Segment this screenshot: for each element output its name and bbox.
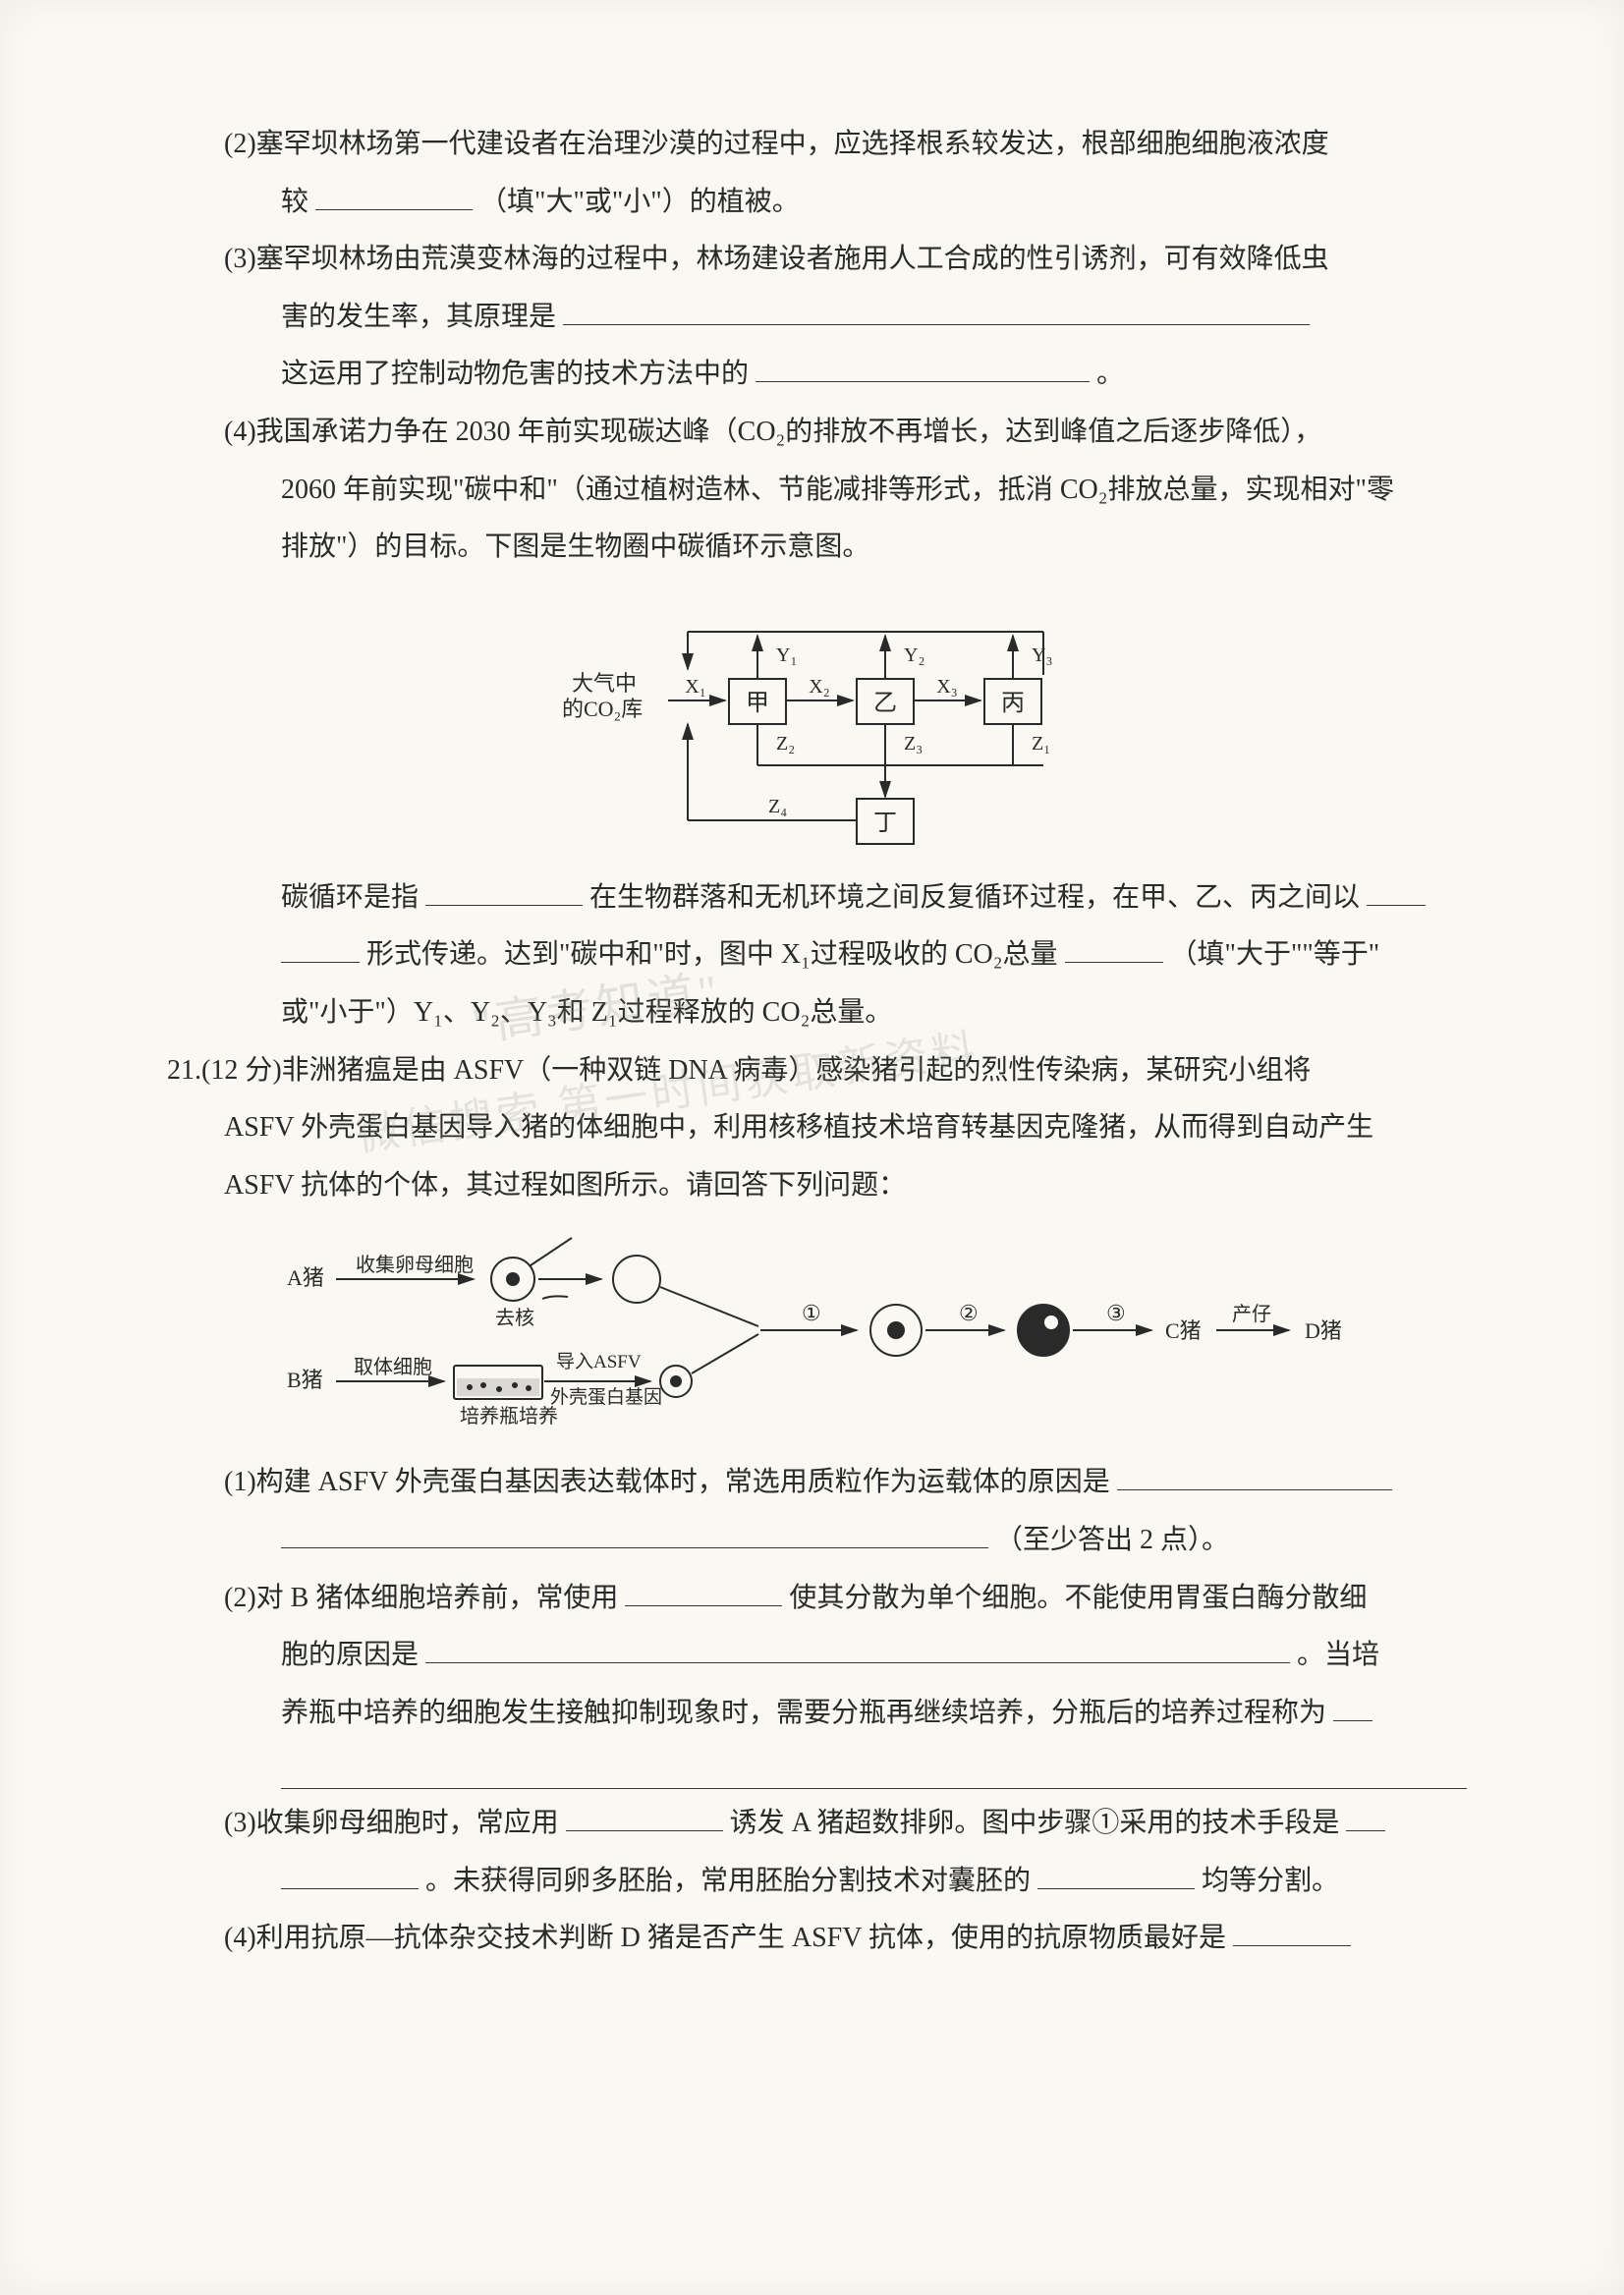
svg-text:Y₂: Y₂ [904, 644, 924, 666]
blank [1233, 1921, 1351, 1946]
svg-text:Y₃: Y₃ [1032, 644, 1052, 666]
q20-4-line6: 或"小于"）Y₁、Y₂、Y₃和 Z₁过程释放的 CO₂总量。 [167, 986, 1467, 1040]
svg-text:大气中: 大气中 [572, 671, 637, 696]
q20-4-l4b: 在生物群落和无机环境之间反复循环过程，在甲、乙、丙之间以 [589, 882, 1360, 913]
svg-text:甲: 甲 [746, 691, 769, 716]
q21-2-l3: 养瓶中培养的细胞发生接触抑制现象时，需要分瓶再继续培养，分瓶后的培养过程称为 [281, 1698, 1326, 1728]
carbon-cycle-svg: 大气中 的CO₂库 甲 乙 丙 X₁ X₂ X₃ [513, 592, 1122, 858]
q21-3-l1b: 诱发 A 猪超数排卵。图中步骤①采用的技术手段是 [730, 1808, 1340, 1838]
blank [281, 1523, 988, 1548]
cloning-flow-diagram: A猪 收集卵母细胞 去核 B猪 取体细胞 [167, 1230, 1467, 1436]
q21-3-line2: 。未获得同卵多胚胎，常用胚胎分割技术对囊胚的 均等分割。 [167, 1855, 1467, 1909]
q21-2-line2: 胞的原因是 。当培 [167, 1629, 1467, 1683]
svg-text:Z₃: Z₃ [904, 733, 923, 755]
q21-3-line1: (3)收集卵母细胞时，常应用 诱发 A 猪超数排卵。图中步骤①采用的技术手段是 [167, 1797, 1467, 1851]
svg-text:A猪: A猪 [287, 1265, 324, 1290]
blank [1117, 1465, 1392, 1490]
blank [1037, 1863, 1195, 1888]
svg-text:C猪: C猪 [1165, 1318, 1202, 1343]
q21-2-l2b: 。当培 [1297, 1640, 1379, 1670]
q20-3-l3a: 这运用了控制动物危害的技术方法中的 [281, 359, 749, 389]
svg-text:Z₁: Z₁ [1032, 733, 1050, 755]
q21-2-l1a: (2)对 B 猪体细胞培养前，常使用 [224, 1583, 618, 1613]
q20-4-l5a: 形式传递。达到"碳中和"时，图中 X₁过程吸收的 CO₂总量 [366, 939, 1058, 970]
blank [281, 1863, 419, 1888]
q21-intro-line3: ASFV 抗体的个体，其过程如图所示。请回答下列问题： [167, 1159, 1467, 1213]
svg-text:X₃: X₃ [936, 676, 957, 698]
q20-3-l2: 害的发生率，其原理是 [281, 302, 556, 332]
blank [566, 1806, 723, 1831]
svg-text:培养瓶培养: 培养瓶培养 [460, 1405, 558, 1427]
q21-1-l1: (1)构建 ASFV 外壳蛋白基因表达载体时，常选用质粒作为运载体的原因是 [224, 1467, 1110, 1497]
q21-1-line1: (1)构建 ASFV 外壳蛋白基因表达载体时，常选用质粒作为运载体的原因是 [167, 1456, 1467, 1510]
svg-text:D猪: D猪 [1305, 1318, 1342, 1343]
blank [425, 1638, 1290, 1663]
q20-4-line4: 碳循环是指 在生物群落和无机环境之间反复循环过程，在甲、乙、丙之间以 [167, 871, 1467, 925]
svg-text:产仔: 产仔 [1232, 1303, 1271, 1325]
q20-3-line2: 害的发生率，其原理是 [167, 291, 1467, 345]
q21-2-line1: (2)对 B 猪体细胞培养前，常使用 使其分散为单个细胞。不能使用胃蛋白酶分散细 [167, 1572, 1467, 1626]
svg-text:X₂: X₂ [809, 676, 829, 698]
q20-3-line3: 这运用了控制动物危害的技术方法中的 。 [167, 348, 1467, 402]
q20-2-l2b: （填"大"或"小"）的植被。 [479, 187, 800, 217]
carbon-cycle-diagram: 大气中 的CO₂库 甲 乙 丙 X₁ X₂ X₃ [167, 592, 1467, 858]
svg-text:乙: 乙 [873, 691, 897, 716]
blank [1333, 1696, 1372, 1721]
svg-text:Y₁: Y₁ [776, 644, 797, 666]
blank [425, 880, 583, 906]
q21-3-l1a: (3)收集卵母细胞时，常应用 [224, 1808, 559, 1838]
q20-3-line1: (3)塞罕坝林场由荒漠变林海的过程中，林场建设者施用人工合成的性引诱剂，可有效降… [167, 233, 1467, 287]
q21-2-line3: 养瓶中培养的细胞发生接触抑制现象时，需要分瓶再继续培养，分瓶后的培养过程称为 [167, 1687, 1467, 1741]
svg-text:①: ① [802, 1301, 821, 1325]
q21-3-l2a: 。未获得同卵多胚胎，常用胚胎分割技术对囊胚的 [425, 1866, 1031, 1896]
blank [1065, 937, 1163, 963]
svg-text:Z₄: Z₄ [768, 796, 787, 817]
svg-text:丙: 丙 [1001, 691, 1025, 716]
svg-text:取体细胞: 取体细胞 [354, 1356, 432, 1378]
q20-4-line1: (4)我国承诺力争在 2030 年前实现碳达峰（CO₂的排放不再增长，达到峰值之… [167, 406, 1467, 460]
q21-1-l2b: （至少答出 2 点）。 [995, 1525, 1229, 1555]
cloning-flow-svg: A猪 收集卵母细胞 去核 B猪 取体细胞 [248, 1230, 1387, 1436]
q21-1-line2: （至少答出 2 点）。 [167, 1514, 1467, 1568]
q20-4-line3: 排放"）的目标。下图是生物圈中碳循环示意图。 [167, 521, 1467, 575]
svg-text:X₁: X₁ [685, 676, 705, 698]
q20-2-line1: (2)塞罕坝林场第一代建设者在治理沙漠的过程中，应选择根系较发达，根部细胞细胞液… [167, 118, 1467, 172]
svg-text:去核: 去核 [495, 1307, 534, 1329]
blank [1346, 1806, 1385, 1831]
svg-text:导入ASFV: 导入ASFV [556, 1352, 642, 1372]
q20-2-line2: 较 （填"大"或"小"）的植被。 [167, 176, 1467, 230]
svg-text:③: ③ [1106, 1301, 1126, 1325]
svg-text:收集卵母细胞: 收集卵母细胞 [356, 1254, 474, 1276]
blank [281, 937, 360, 963]
q21-2-blankline [281, 1744, 1467, 1789]
svg-text:②: ② [959, 1301, 979, 1325]
q20-4-line5: 形式传递。达到"碳中和"时，图中 X₁过程吸收的 CO₂总量 （填"大于""等于… [167, 928, 1467, 982]
q20-2-l2a: 较 [281, 187, 308, 217]
blank [315, 184, 473, 209]
q21-2-l1b: 使其分散为单个细胞。不能使用胃蛋白酶分散细 [789, 1583, 1367, 1613]
blank [625, 1580, 782, 1605]
q21-4-l1: (4)利用抗原—抗体杂交技术判断 D 猪是否产生 ASFV 抗体，使用的抗原物质… [224, 1923, 1226, 1953]
svg-text:的CO₂库: 的CO₂库 [562, 697, 643, 721]
blank [1367, 880, 1426, 906]
q21-3-l2b: 均等分割。 [1202, 1866, 1339, 1896]
q20-4-l5b: （填"大于""等于" [1170, 939, 1380, 970]
blank [563, 300, 1310, 325]
exam-page: "高考知道" 微信搜索 第一时间获取新资料 (2)塞罕坝林场第一代建设者在治理沙… [0, 0, 1624, 2295]
q20-4-line2: 2060 年前实现"碳中和"（通过植树造林、节能减排等形式，抵消 CO₂排放总量… [167, 464, 1467, 518]
q20-4-l4a: 碳循环是指 [281, 882, 419, 913]
svg-text:Z₂: Z₂ [776, 733, 795, 755]
q20-3-l3b: 。 [1096, 359, 1124, 389]
q21-2-l2a: 胞的原因是 [281, 1640, 419, 1670]
svg-text:丁: 丁 [873, 811, 897, 836]
svg-text:B猪: B猪 [287, 1368, 323, 1392]
blank [756, 357, 1090, 382]
q21-4-line1: (4)利用抗原—抗体杂交技术判断 D 猪是否产生 ASFV 抗体，使用的抗原物质… [167, 1912, 1467, 1966]
svg-text:外壳蛋白基因: 外壳蛋白基因 [550, 1386, 662, 1408]
q21-intro-line1: 21.(12 分)非洲猪瘟是由 ASFV（一种双链 DNA 病毒）感染猪引起的烈… [167, 1044, 1467, 1098]
q21-intro-line2: ASFV 外壳蛋白基因导入猪的体细胞中，利用核移植技术培育转基因克隆猪，从而得到… [167, 1101, 1467, 1155]
